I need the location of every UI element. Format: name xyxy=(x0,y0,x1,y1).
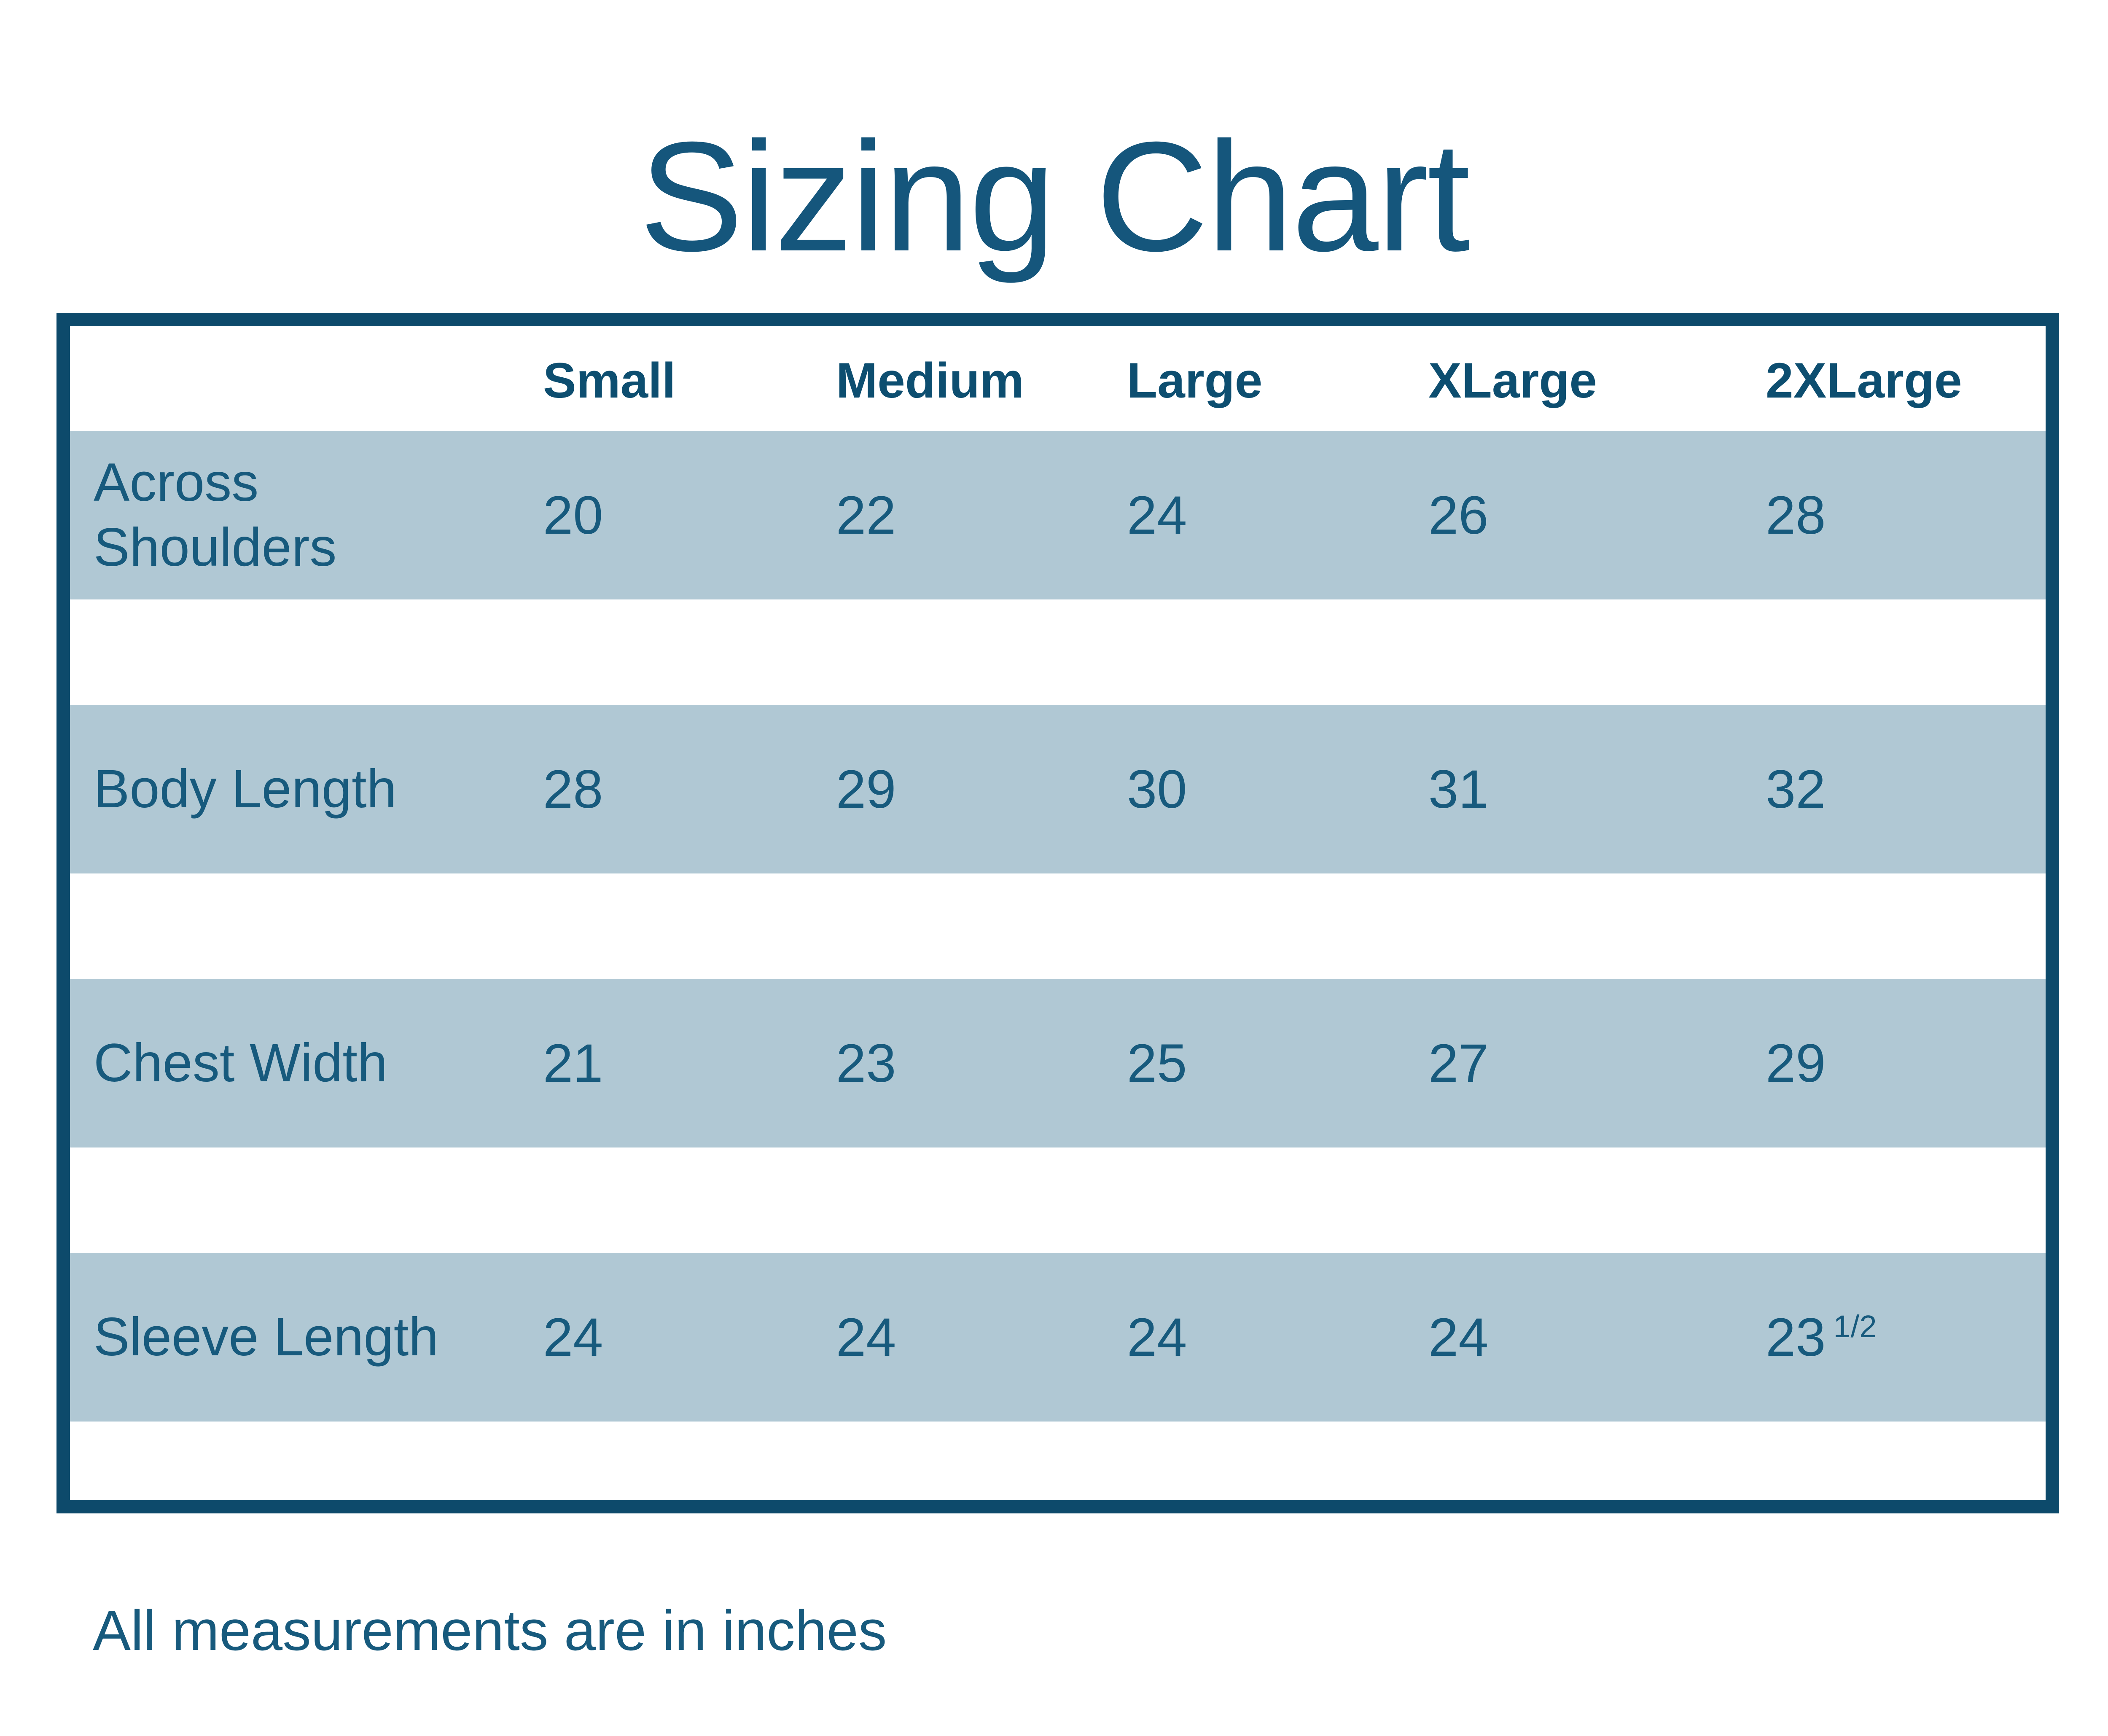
cell-value: 28 xyxy=(543,759,603,820)
table-row-body-length: Body Length 28 29 30 31 32 xyxy=(70,705,2046,873)
page-title: Sizing Chart xyxy=(639,110,1470,284)
cell-value: 28 xyxy=(1766,485,1826,546)
column-header-small: Small xyxy=(543,353,676,408)
cell-value: 21 xyxy=(543,1033,603,1094)
table-bottom-space xyxy=(70,1422,2046,1500)
row-label-text: Chest Width xyxy=(94,1033,388,1094)
cell-value: 22 xyxy=(836,485,896,546)
row-label-text: Sleeve Length xyxy=(94,1307,439,1368)
row-label-text: Body Length xyxy=(94,759,397,820)
cell-value: 29 xyxy=(1766,1033,1826,1094)
cell-value: 29 xyxy=(836,759,896,820)
cell-value: 26 xyxy=(1428,485,1489,546)
row-gap xyxy=(70,599,2046,705)
row-label-text: Across Shoulders xyxy=(94,452,337,578)
table-row-chest-width: Chest Width 21 23 25 27 29 xyxy=(70,979,2046,1147)
cell-value: 25 xyxy=(1127,1033,1187,1094)
fraction-sup: 1/2 xyxy=(1833,1309,1877,1344)
cell-value: 23 xyxy=(836,1033,896,1094)
column-header-2xlarge: 2XLarge xyxy=(1766,353,1962,408)
row-gap xyxy=(70,1147,2046,1253)
cell-value: 30 xyxy=(1127,759,1187,820)
row-label: Across Shoulders xyxy=(70,450,543,580)
table-row-sleeve-length: Sleeve Length 24 24 24 24 23 1/2 xyxy=(70,1253,2046,1422)
column-header-medium: Medium xyxy=(836,353,1024,408)
sizing-table: Small Medium Large XLarge 2XLarge Across… xyxy=(56,313,2059,1513)
cell-value: 24 xyxy=(1127,1307,1187,1368)
cell-value: 20 xyxy=(543,485,603,546)
column-header-large: Large xyxy=(1127,353,1263,408)
cell-value: 24 xyxy=(1428,1307,1489,1368)
cell-value: 24 xyxy=(1127,485,1187,546)
row-label: Body Length xyxy=(70,757,543,822)
cell-value: 27 xyxy=(1428,1033,1489,1094)
column-header-xlarge: XLarge xyxy=(1428,353,1597,408)
cell-value: 31 xyxy=(1428,759,1489,820)
row-label: Chest Width xyxy=(70,1031,543,1096)
footer-note: All measurements are in inches xyxy=(93,1599,887,1662)
row-gap xyxy=(70,873,2046,979)
row-label: Sleeve Length xyxy=(70,1305,543,1370)
cell-value: 32 xyxy=(1766,759,1826,820)
table-header-row: Small Medium Large XLarge 2XLarge xyxy=(70,326,2046,431)
cell-value: 24 xyxy=(836,1307,896,1368)
table-row-across-shoulders: Across Shoulders 20 22 24 26 28 xyxy=(70,431,2046,599)
fraction-whole: 23 xyxy=(1766,1307,1826,1368)
cell-value-fraction: 23 1/2 xyxy=(1766,1306,2046,1368)
cell-value: 24 xyxy=(543,1307,603,1368)
